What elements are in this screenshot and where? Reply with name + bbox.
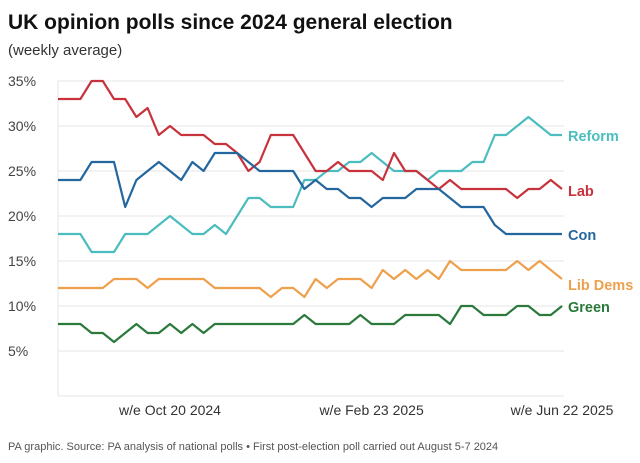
y-tick-label: 35%: [8, 73, 36, 89]
chart-subtitle: (weekly average): [8, 42, 122, 59]
chart-title: UK opinion polls since 2024 general elec…: [8, 11, 453, 34]
series-line-con: [58, 151, 562, 236]
source-footer: PA graphic. Source: PA analysis of natio…: [8, 441, 498, 453]
series-labels: Reform Lab Con Lib Dems Green: [568, 129, 633, 316]
series-label: Lab: [568, 184, 594, 200]
y-axis: 5% 10% 15% 20% 25% 30% 35%: [8, 73, 36, 359]
series-label: Reform: [568, 129, 619, 145]
x-axis: w/e Oct 20 2024 w/e Feb 23 2025 w/e Jun 22…: [118, 402, 614, 418]
series-line-reform: [58, 115, 562, 254]
y-tick-label: 5%: [8, 343, 28, 359]
series-label: Con: [568, 228, 596, 244]
x-tick-label: w/e Jun 22 2025: [510, 402, 614, 418]
series-label: Green: [568, 300, 610, 316]
series-lines: [58, 79, 563, 344]
y-tick-label: 15%: [8, 253, 36, 269]
y-tick-label: 30%: [8, 118, 36, 134]
series-line-lib-dems: [58, 259, 563, 299]
x-tick-label: w/e Feb 23 2025: [318, 402, 424, 418]
x-tick-label: w/e Oct 20 2024: [118, 402, 221, 418]
y-tick-label: 20%: [8, 208, 36, 224]
gridlines: [57, 80, 564, 397]
series-label: Lib Dems: [568, 278, 633, 294]
series-line-green: [58, 304, 563, 344]
series-line-lab: [58, 79, 563, 200]
y-tick-label: 10%: [8, 298, 36, 314]
y-tick-label: 25%: [8, 163, 36, 179]
